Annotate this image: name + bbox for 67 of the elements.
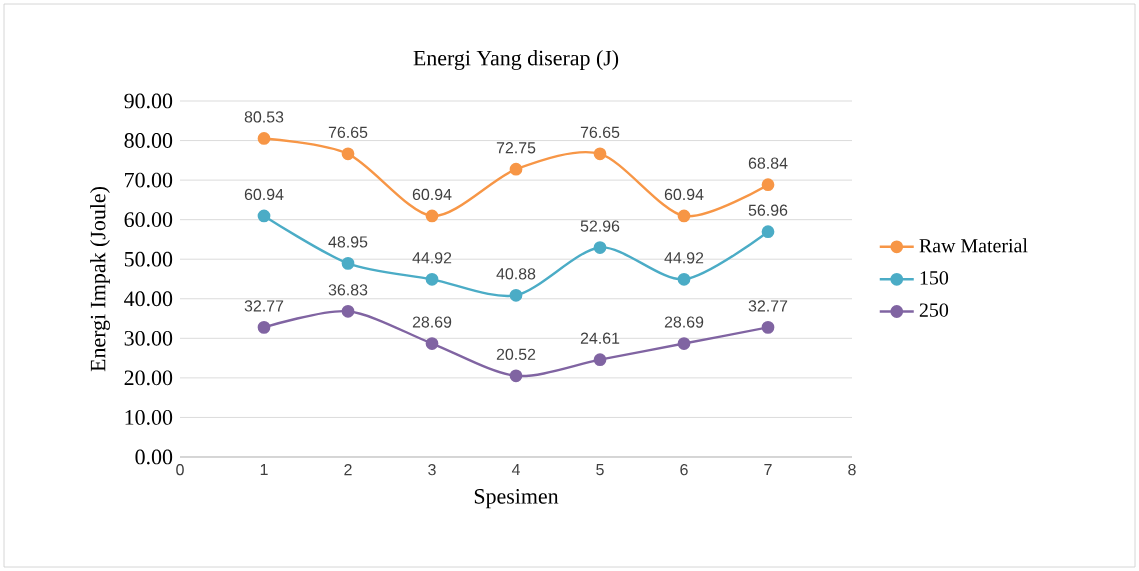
data-label: 20.52 [496,348,536,360]
y-tick-label: 60.00 [124,212,173,228]
point [509,162,523,176]
legend-label: Raw Material [919,238,1028,253]
point [425,272,439,286]
y-tick-label: 90.00 [124,93,173,109]
x-tick-label: 1 [260,464,268,475]
legend-label: 150 [920,271,949,285]
point [509,369,523,383]
x-tick-label: 0 [176,464,184,476]
chart-title: Energi Yang diserap (J) [413,50,619,70]
data-label: 56.96 [748,204,788,216]
y-tick-label: 50.00 [124,251,173,267]
data-label: 40.88 [496,268,536,280]
point [677,209,691,223]
y-tick-label: 80.00 [124,133,173,148]
y-tick-label: 0.00 [135,449,173,465]
point [257,209,271,223]
data-label: 24.61 [580,332,620,344]
data-label: 32.77 [748,300,788,312]
x-tick-label: 6 [680,464,688,476]
point [593,241,607,254]
point [257,132,271,145]
point [341,147,355,161]
data-label: 76.65 [328,126,368,138]
data-label: 32.77 [244,300,284,312]
data-label: 76.65 [580,126,620,138]
data-label: 44.92 [664,252,704,264]
legend-label: 250 [919,303,949,317]
data-label: 48.95 [328,236,368,248]
data-label: 36.83 [328,284,368,296]
x-tick-label: 2 [344,464,352,476]
y-tick-label: 10.00 [125,410,173,425]
point [425,337,439,350]
x-tick-label: 7 [764,464,772,475]
point [593,147,607,161]
point [761,321,775,334]
y-tick-label: 40.00 [124,291,173,307]
data-label: 60.94 [244,188,284,201]
y-tick-label: 70.00 [125,172,173,188]
point [341,257,355,270]
data-label: 60.94 [412,188,452,201]
y-tick-label: 20.00 [124,370,173,386]
point [509,288,523,302]
data-label: 28.69 [664,316,704,328]
x-tick-label: 5 [596,464,604,476]
data-label: 28.69 [412,316,452,328]
x-tick-label: 8 [848,464,856,476]
x-tick-label: 4 [511,464,520,475]
data-label: 52.96 [580,220,620,232]
data-label: 72.75 [496,142,536,154]
data-label: 60.94 [664,188,704,201]
point [341,304,355,318]
point [425,209,439,223]
point [677,272,691,286]
x-tick-label: 3 [428,464,436,476]
data-label: 44.92 [412,252,452,264]
point [593,353,607,367]
data-label: 68.84 [748,157,788,169]
point [677,337,691,350]
data-label: 80.53 [244,111,284,123]
y-tick-label: 30.00 [124,330,173,346]
point [761,225,775,239]
point [257,321,271,334]
point [761,178,775,192]
x-axis-title: Spesimen [474,489,559,509]
y-axis-title: Energi Impak (Joule) [90,187,110,372]
